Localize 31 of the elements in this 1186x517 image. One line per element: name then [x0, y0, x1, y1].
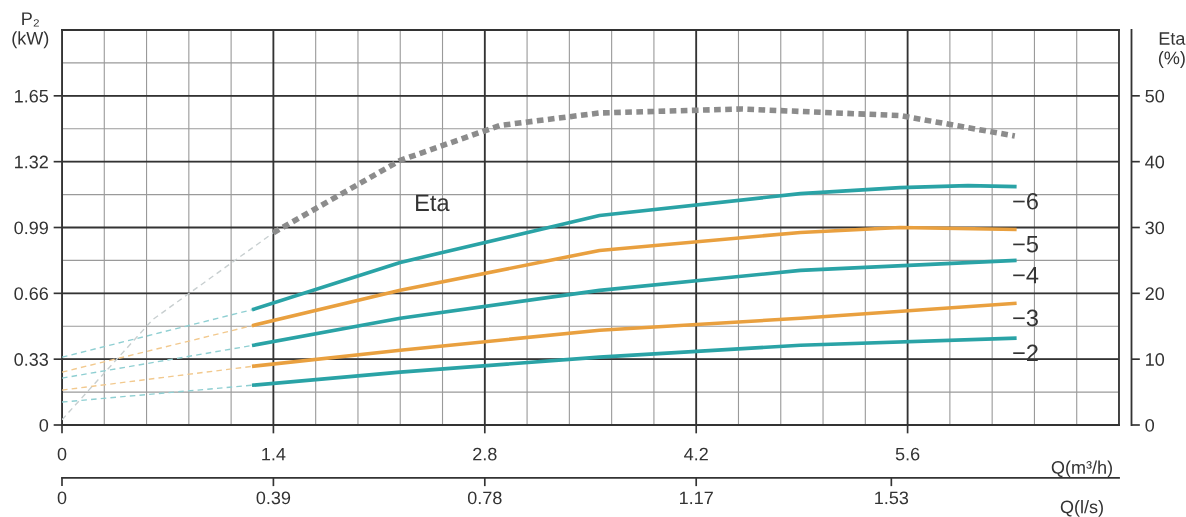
y-tick-label: 0.33	[14, 353, 49, 366]
x-tick-label: 1.4	[262, 447, 286, 461]
x2-tick-label: 0	[57, 491, 67, 505]
y2-tick-label: 20	[1145, 287, 1165, 301]
x-tick-label: 5.6	[895, 447, 920, 461]
x-axis-title: Q(m³/h)	[1051, 460, 1112, 478]
series-label: Eta	[416, 194, 450, 212]
x-tick-label: 4.2	[684, 447, 708, 461]
y2-tick-label: 40	[1145, 155, 1165, 169]
series-label: −5	[1013, 236, 1038, 253]
x2-tick-label: 1.17	[680, 491, 713, 505]
y2-tick-label: 50	[1145, 89, 1165, 103]
series-label: −6	[1013, 192, 1038, 210]
y2-tick-label: 10	[1146, 353, 1165, 366]
x-tick-label: 2.8	[473, 447, 497, 461]
y-tick-label: 1.32	[15, 155, 48, 169]
y2-tick-label: 30	[1145, 221, 1165, 235]
x2-tick-label: 0.39	[256, 491, 291, 505]
x2-tick-label: 0.78	[467, 491, 502, 505]
y2-axis-title: Eta (%)	[1158, 32, 1186, 68]
series-label: −3	[1013, 309, 1038, 327]
y2-tick-label: 0	[1145, 418, 1155, 432]
x2-axis-title: Q(l/s)	[1060, 500, 1103, 517]
x2-tick-label: 1.53	[875, 491, 909, 505]
series-label: −4	[1013, 266, 1039, 284]
y-tick-label: 0.66	[14, 287, 49, 301]
x-tick-label: 0	[57, 447, 67, 461]
y-axis-title: P₂ (kW)	[12, 12, 49, 49]
y-tick-label: 0	[39, 418, 49, 432]
y-tick-label: 1.65	[15, 89, 49, 103]
y-tick-label: 0.99	[14, 221, 48, 235]
